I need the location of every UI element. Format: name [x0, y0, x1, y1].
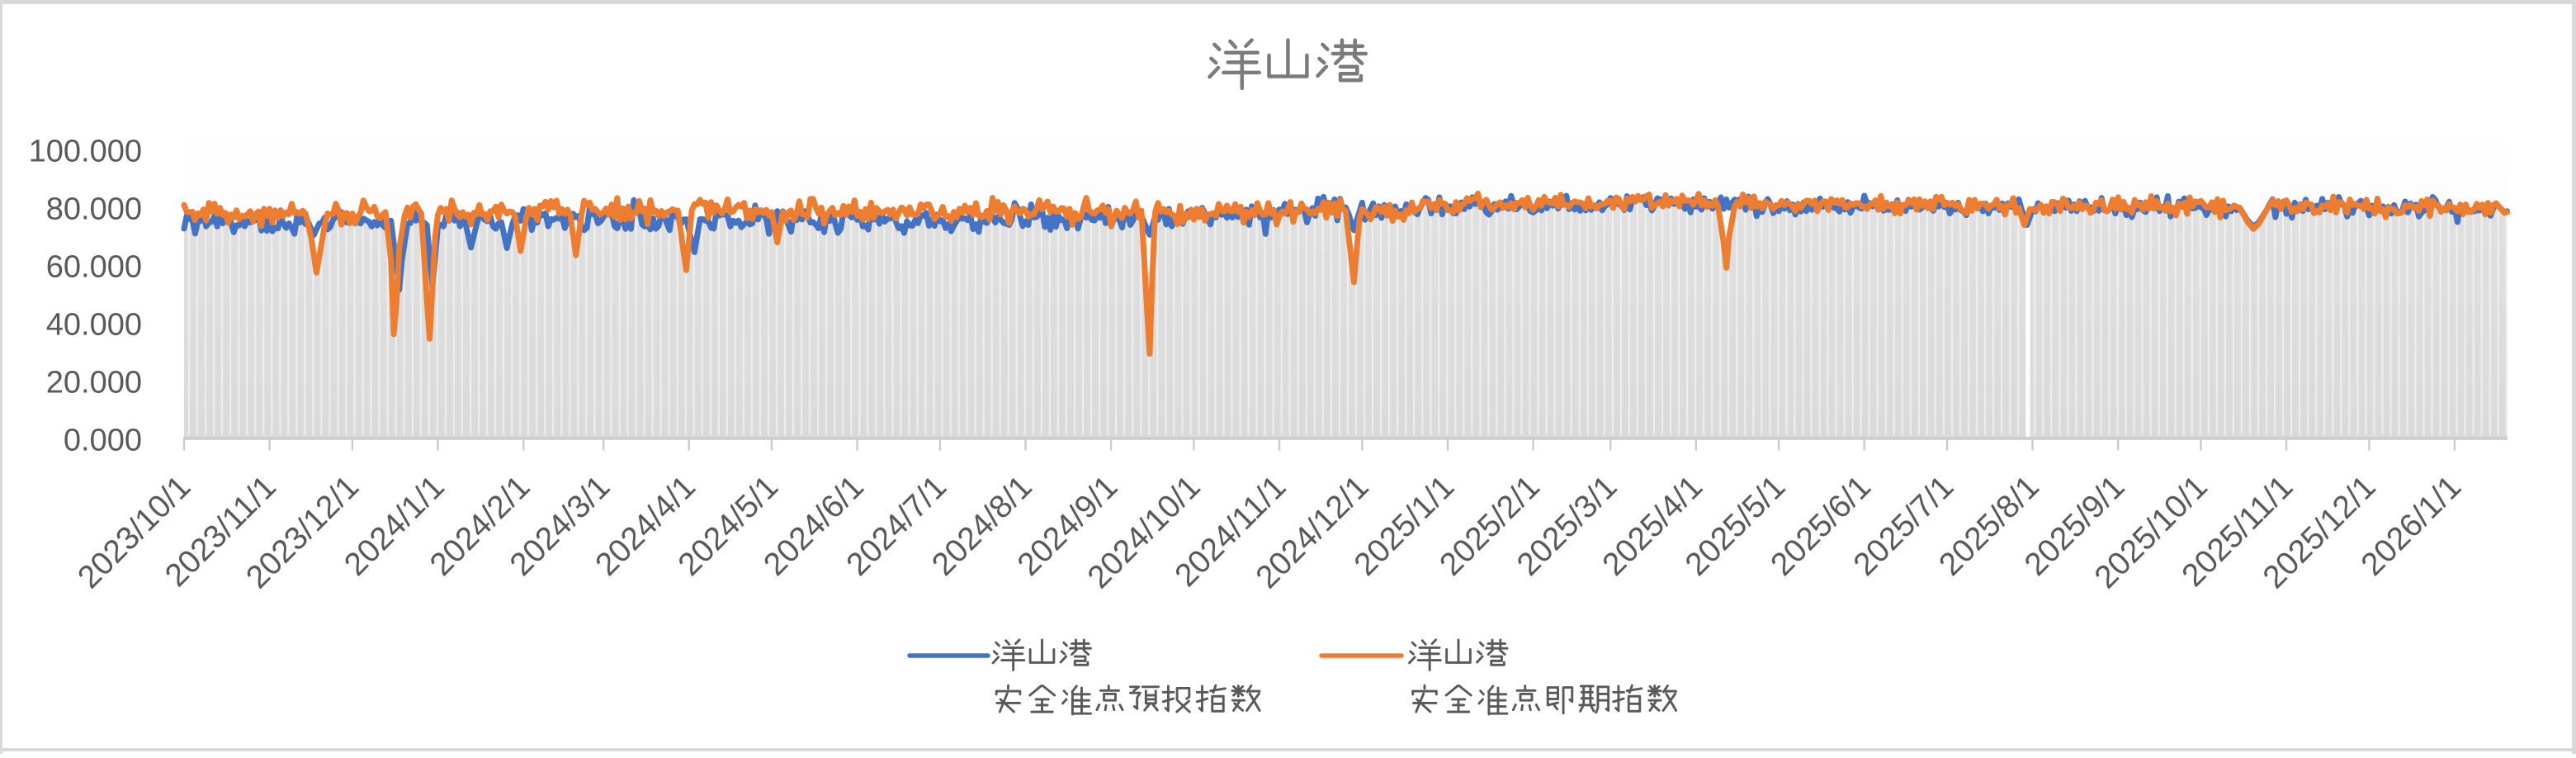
svg-text:100.000: 100.000	[29, 135, 142, 169]
svg-text:80.000: 80.000	[46, 192, 142, 227]
svg-text:40.000: 40.000	[46, 308, 142, 343]
svg-text:20.000: 20.000	[46, 366, 142, 400]
svg-text:60.000: 60.000	[46, 250, 142, 285]
svg-text:0.000: 0.000	[64, 424, 142, 458]
